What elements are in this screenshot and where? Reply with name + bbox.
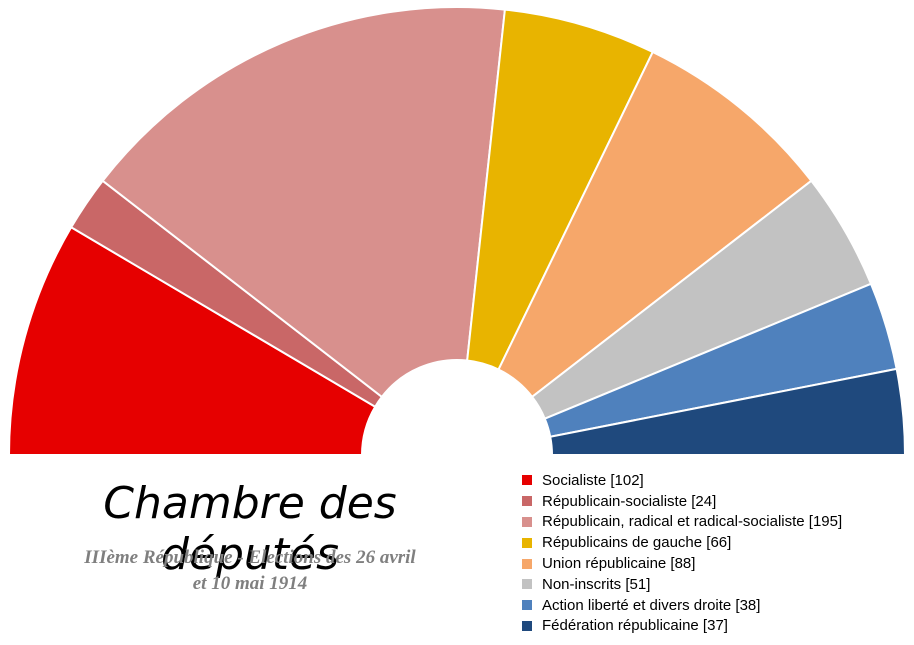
legend-label: Républicains de gauche [66] bbox=[542, 534, 732, 552]
legend-item: Action liberté et divers droite [38] bbox=[522, 595, 842, 616]
legend-label: Républicain-socialiste [24] bbox=[542, 492, 717, 510]
subtitle-line-1: IIIème République - Elections des 26 avr… bbox=[84, 547, 416, 568]
legend-label: Socialiste [102] bbox=[542, 471, 644, 489]
legend-label: Républicain, radical et radical-socialis… bbox=[542, 513, 843, 531]
legend-swatch bbox=[522, 516, 532, 527]
legend-label: Non-inscrits [51] bbox=[542, 575, 651, 593]
legend-item: Socialiste [102] bbox=[522, 470, 842, 491]
legend-label: Action liberté et divers droite [38] bbox=[542, 596, 761, 614]
legend-item: Fédération républicaine [37] bbox=[522, 616, 842, 637]
legend-swatch bbox=[522, 496, 532, 507]
legend-swatch bbox=[522, 600, 532, 611]
chart-legend: Socialiste [102] Républicain-socialiste [… bbox=[522, 470, 842, 636]
legend-swatch bbox=[522, 475, 532, 486]
legend-swatch bbox=[522, 620, 532, 631]
legend-label: Fédération républicaine [37] bbox=[542, 617, 728, 635]
slice-5 bbox=[497, 50, 813, 399]
legend-swatch bbox=[522, 558, 532, 569]
chart-title: Chambre des députés bbox=[103, 478, 397, 580]
legend-item: Républicain, radical et radical-socialis… bbox=[522, 512, 842, 533]
legend-item: Union républicaine [88] bbox=[522, 553, 842, 574]
slice-3 bbox=[101, 6, 507, 399]
legend-swatch bbox=[522, 579, 532, 590]
legend-swatch bbox=[522, 537, 532, 548]
chart-subtitle: IIIème République - Elections des 26 avr… bbox=[20, 545, 480, 597]
hemicycle-chart bbox=[7, 6, 907, 456]
legend-label: Union républicaine [88] bbox=[542, 555, 696, 573]
legend-item: Républicain-socialiste [24] bbox=[522, 491, 842, 512]
slice-1 bbox=[7, 225, 377, 456]
slice-8 bbox=[549, 367, 907, 456]
legend-item: Républicains de gauche [66] bbox=[522, 532, 842, 553]
legend-item: Non-inscrits [51] bbox=[522, 574, 842, 595]
subtitle-line-2: et 10 mai 1914 bbox=[192, 573, 308, 594]
